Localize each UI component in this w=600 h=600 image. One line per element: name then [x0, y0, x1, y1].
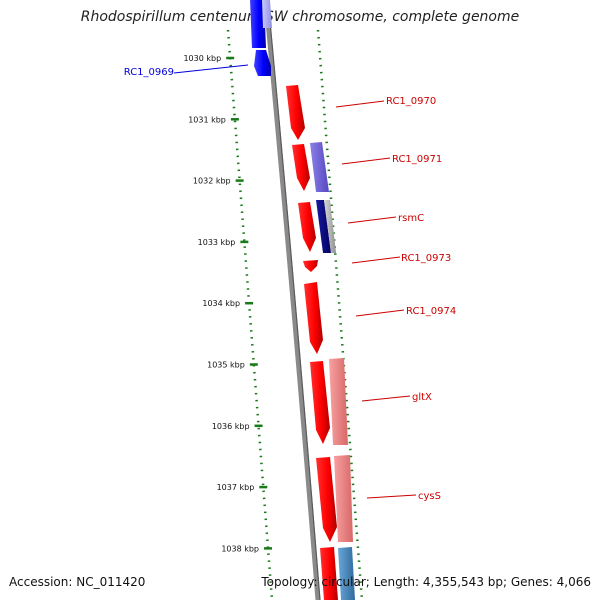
- leader-rc1-0969: [173, 64, 249, 74]
- leader-rsmc: [347, 216, 397, 224]
- tick-label: 1034 kbp: [202, 299, 240, 308]
- backbone: [263, 0, 321, 600]
- tick-label: 1036 kbp: [212, 422, 250, 431]
- gene-labels: RC1_0969 RC1_0970 RC1_0971 rsmC RC1_0973…: [124, 67, 457, 502]
- gene-rc1-0970: [286, 85, 305, 140]
- map-title: Rhodospirillum centenum SW chromosome, c…: [80, 9, 520, 25]
- label-rsmc: rsmC: [398, 213, 424, 224]
- gene-gltx: [310, 358, 348, 445]
- gene-cyss: [316, 455, 353, 542]
- gene-bottom: [320, 547, 355, 600]
- gene-rc1-0971: [292, 142, 329, 192]
- leader-gltx: [361, 395, 411, 402]
- label-rc1-0971: RC1_0971: [392, 154, 442, 165]
- tick-label: 1031 kbp: [188, 115, 226, 124]
- gene-rc1-0969-arrow: [254, 50, 271, 76]
- tick-label: 1038 kbp: [221, 544, 259, 553]
- label-gltx: gltX: [412, 392, 432, 403]
- leader-rc1-0970: [335, 100, 385, 108]
- leader-rc1-0971: [341, 157, 391, 165]
- label-cyss: cysS: [418, 491, 441, 502]
- tick-label: 1037 kbp: [217, 483, 255, 492]
- gene-rc1-0974: [304, 282, 323, 354]
- gene-rc1-0969-top: [250, 0, 272, 48]
- tick-label: 1032 kbp: [193, 177, 231, 186]
- topology-text: Topology: circular; Length: 4,355,543 bp…: [261, 575, 591, 589]
- ticks-layer: 1030 kbp 1031 kbp 1032 kbp 1033 kbp 1034 kbp…: [183, 54, 273, 553]
- leader-cyss: [366, 494, 417, 499]
- gene-rsmc: [298, 200, 336, 253]
- leader-lines: [173, 64, 417, 499]
- backbone-shadow: [267, 0, 321, 600]
- label-rc1-0974: RC1_0974: [406, 306, 456, 317]
- leader-rc1-0974: [355, 309, 405, 317]
- accession-text: Accession: NC_011420: [9, 575, 146, 589]
- tick-label: 1033 kbp: [198, 238, 236, 247]
- gene-rc1-0973: [303, 260, 318, 272]
- outer-guide-line: [226, 29, 274, 600]
- label-rc1-0973: RC1_0973: [401, 253, 451, 264]
- label-rc1-0969: RC1_0969: [124, 67, 174, 78]
- leader-rc1-0973: [351, 256, 401, 264]
- tick-label: 1035 kbp: [207, 361, 245, 370]
- label-rc1-0970: RC1_0970: [386, 96, 436, 107]
- tick-label: 1030 kbp: [183, 54, 221, 63]
